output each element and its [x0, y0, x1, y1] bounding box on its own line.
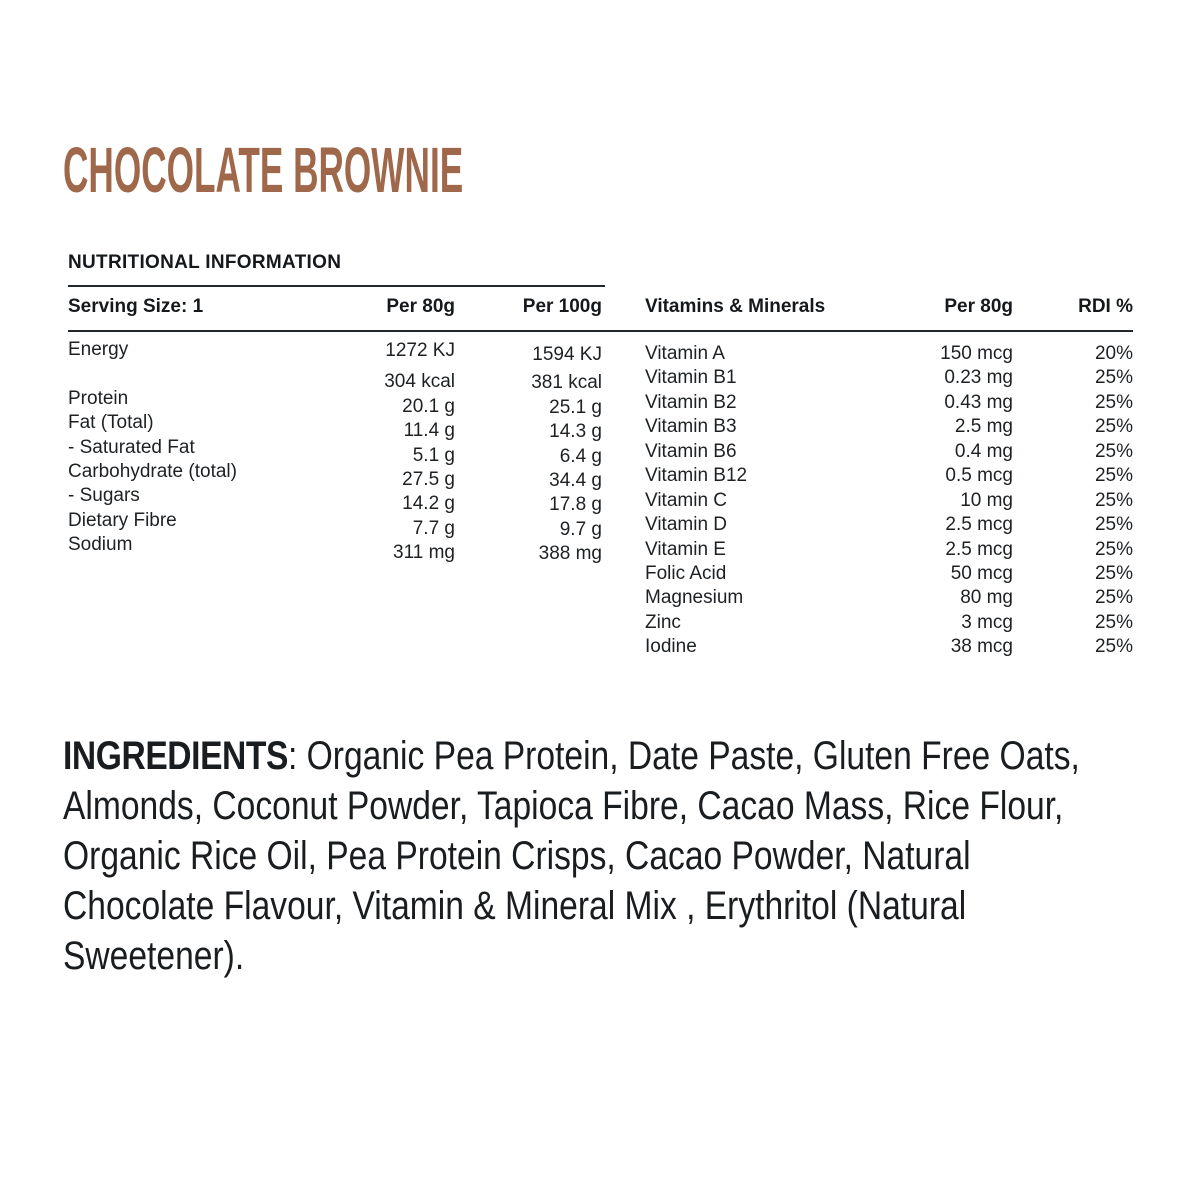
nutrient-value-per-80g: 304 kcal: [384, 371, 455, 393]
vitamin-rdi-percent: 20%: [1094, 343, 1133, 364]
nutrient-label: Carbohydrate (total): [68, 460, 237, 482]
nutrient-label: Sodium: [68, 534, 133, 556]
vitamins-minerals-header: Vitamins & Minerals: [645, 296, 826, 317]
vitamin-rdi-percent: 25%: [1094, 465, 1133, 487]
vitamin-amount-per-80g: 3 mcg: [961, 611, 1013, 633]
nutrient-value-per-100g: 1594 KJ: [532, 344, 602, 365]
vitamin-amount-per-80g: 0.5 mcg: [945, 465, 1013, 487]
vitamin-name: Vitamin B1: [645, 367, 737, 389]
vitamin-amount-per-80g: 2.5 mg: [954, 416, 1013, 438]
nutrient-value-per-80g: 27.5 g: [402, 468, 455, 490]
vitamins-table-header: Vitamins & Minerals Per 80g RDI %: [645, 296, 1133, 318]
nutrient-value-per-100g: 381 kcal: [531, 372, 602, 394]
per-80g-header: Per 80g: [386, 296, 455, 317]
nutrient-value-per-100g: 9.7 g: [559, 518, 602, 540]
vitamin-amount-per-80g: 50 mcg: [950, 562, 1013, 584]
table-top-rule: [68, 285, 605, 287]
nutrient-label: - Sugars: [68, 485, 140, 507]
vitamin-amount-per-80g: 0.4 mg: [954, 440, 1013, 462]
rdi-percent-header: RDI %: [1078, 296, 1133, 317]
vitamin-amount-per-80g: 150 mcg: [940, 343, 1013, 364]
vitamins-table: Vitamin A 150 mcg 20% Vitamin B1 0.23 mg…: [645, 343, 1133, 661]
vitamin-name: Vitamin B6: [645, 440, 737, 462]
vitamin-amount-per-80g: 10 mg: [960, 489, 1013, 511]
nutrient-label: Energy: [68, 339, 129, 360]
ingredients-label: INGREDIENTS: [63, 734, 289, 778]
product-title: CHOCOLATE BROWNIE: [63, 134, 464, 206]
nutrient-value-per-80g: 7.7 g: [412, 517, 455, 539]
nutrient-label: - Saturated Fat: [68, 436, 195, 458]
vitamin-rdi-percent: 25%: [1094, 440, 1133, 462]
vitamin-name: Vitamin B3: [645, 416, 737, 438]
nutrient-label: Protein: [68, 387, 129, 409]
nutrient-value-per-80g: 1272 KJ: [385, 340, 455, 361]
vitamin-rdi-percent: 25%: [1094, 611, 1133, 633]
nutrient-value-per-100g: 17.8 g: [549, 494, 602, 516]
nutrition-per-100g-column: 1594 KJ 381 kcal 25.1 g 14.3 g 6.4 g 34.…: [455, 343, 602, 567]
nutrient-value-per-100g: 6.4 g: [559, 445, 602, 467]
vitamins-per-80g-header: Per 80g: [944, 296, 1013, 317]
per-100g-header: Per 100g: [522, 296, 602, 317]
vitamin-rdi-percent: 25%: [1094, 538, 1133, 560]
vitamin-name: Vitamin C: [645, 489, 728, 511]
nutrient-value-per-80g: 311 mg: [393, 542, 455, 564]
nutrient-value-per-80g: 5.1 g: [412, 444, 455, 466]
nutrient-value-per-100g: 34.4 g: [549, 469, 602, 491]
nutrient-value-per-80g: 11.4 g: [403, 420, 455, 442]
vitamin-name: Folic Acid: [645, 562, 727, 584]
vitamin-rdi-percent: 25%: [1094, 514, 1133, 536]
nutrition-per-80g-column: 1272 KJ 304 kcal 20.1 g 11.4 g 5.1 g 27.…: [250, 339, 455, 566]
nutrient-value-per-80g: 20.1 g: [402, 395, 455, 417]
vitamin-name: Zinc: [645, 611, 681, 633]
vitamin-amount-per-80g: 0.43 mg: [944, 391, 1013, 413]
vitamin-rdi-percent: 25%: [1094, 391, 1133, 413]
vitamin-rdi-percent: 25%: [1094, 587, 1133, 609]
ingredients-text: : Organic Pea Protein, Date Paste, Glute…: [63, 734, 1080, 978]
nutrient-value-per-80g: 14.2 g: [402, 493, 455, 515]
vitamin-amount-per-80g: 2.5 mcg: [945, 514, 1013, 536]
nutrient-value-per-100g: 14.3 g: [549, 421, 602, 443]
nutrient-value-per-100g: 25.1 g: [549, 396, 602, 418]
vitamin-rdi-percent: 25%: [1094, 562, 1133, 584]
vitamin-rdi-percent: 25%: [1094, 489, 1133, 511]
vitamin-name: Iodine: [645, 636, 697, 658]
vitamin-name: Vitamin E: [645, 538, 726, 560]
vitamin-name: Magnesium: [645, 587, 744, 609]
ingredients-paragraph: INGREDIENTS: Organic Pea Protein, Date P…: [63, 731, 1113, 981]
vitamin-rdi-percent: 25%: [1094, 416, 1133, 438]
nutrient-label: Fat (Total): [68, 412, 154, 434]
vitamin-name: Vitamin B12: [645, 465, 748, 487]
vitamin-amount-per-80g: 38 mcg: [950, 636, 1013, 658]
vitamin-amount-per-80g: 80 mg: [960, 587, 1013, 609]
serving-size-header: Serving Size: 1: [68, 296, 204, 317]
nutrition-section-heading: NUTRITIONAL INFORMATION: [68, 252, 342, 273]
nutrient-label: Dietary Fibre: [68, 509, 177, 531]
nutrition-table-header: Serving Size: 1 Per 80g Per 100g: [68, 296, 602, 318]
vitamin-name: Vitamin A: [645, 343, 725, 364]
table-header-rule: [68, 330, 1133, 332]
nutrient-labels-column: Energy Protein Fat (Total) - Saturated F…: [68, 338, 338, 558]
vitamin-amount-per-80g: 0.23 mg: [944, 367, 1013, 389]
vitamin-name: Vitamin D: [645, 514, 728, 536]
nutrient-value-per-100g: 388 mg: [538, 543, 602, 565]
vitamin-rdi-percent: 25%: [1094, 636, 1133, 658]
vitamin-rdi-percent: 25%: [1094, 367, 1133, 389]
vitamin-name: Vitamin B2: [645, 391, 737, 413]
vitamin-amount-per-80g: 2.5 mcg: [945, 538, 1013, 560]
